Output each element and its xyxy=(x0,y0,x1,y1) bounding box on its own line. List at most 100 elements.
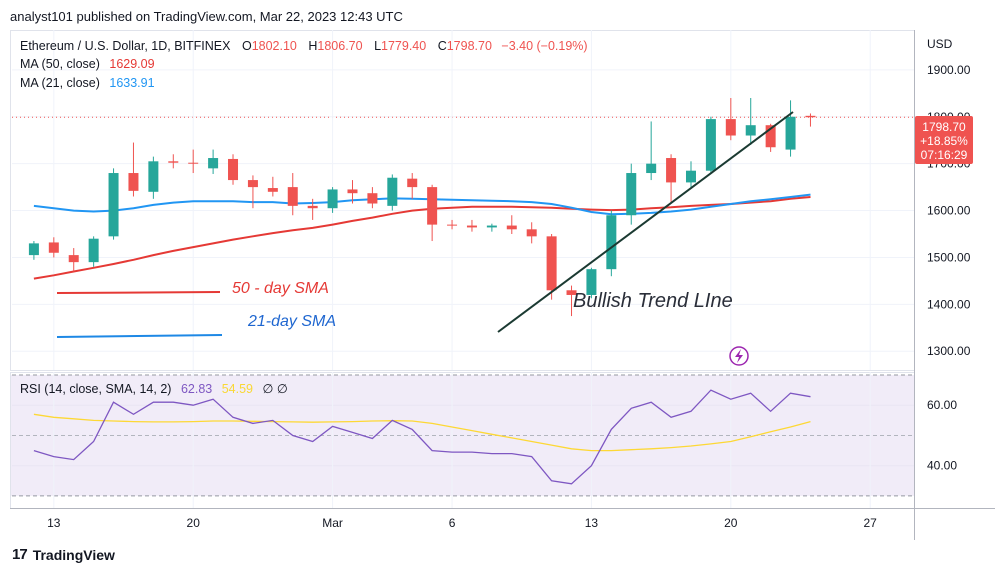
rsi-legend: RSI (14, close, SMA, 14, 2) 62.83 54.59 … xyxy=(20,381,290,396)
candle xyxy=(626,163,637,225)
rsi-tick-label: 40.00 xyxy=(927,459,957,473)
candle-body xyxy=(427,187,438,225)
candle xyxy=(128,142,139,197)
ma50-legend: MA (50, close) 1629.09 xyxy=(20,57,157,71)
candle xyxy=(48,237,59,258)
candle-body xyxy=(228,158,239,181)
rsi-series-line xyxy=(33,389,811,485)
candle-body xyxy=(148,161,159,192)
candle-body xyxy=(785,116,796,150)
candle-body xyxy=(705,119,716,171)
price-tick-label: 1300.00 xyxy=(927,344,971,358)
price-tag-change: +18.85% xyxy=(920,134,968,148)
high-value: 1806.70 xyxy=(317,39,363,53)
candle-body xyxy=(805,115,816,118)
sma21-annotation-line xyxy=(56,334,223,338)
candle xyxy=(208,149,219,174)
ma21-legend: MA (21, close) 1633.91 xyxy=(20,76,157,90)
time-tick-label: 20 xyxy=(724,516,738,530)
candle-body xyxy=(367,193,378,204)
rsi-tick-label: 60.00 xyxy=(927,398,957,412)
candle xyxy=(805,113,816,127)
candle xyxy=(108,168,119,240)
trend-annotation-label: Bullish Trend LIne xyxy=(573,290,733,312)
rsi-extra-icons: ∅ ∅ xyxy=(262,382,288,396)
candle-body xyxy=(666,158,677,183)
ma21-series-line xyxy=(33,193,811,216)
ma50-value: 1629.09 xyxy=(109,57,155,71)
candle xyxy=(407,173,418,199)
candle-body xyxy=(765,125,776,148)
change-value: −3.40 (−0.19%) xyxy=(501,39,588,53)
publish-header: analyst101 published on TradingView.com,… xyxy=(10,9,403,24)
high-label: H xyxy=(308,39,318,53)
candle xyxy=(367,187,378,209)
candle-body xyxy=(327,189,338,209)
candle xyxy=(646,121,657,181)
symbol-name: Ethereum / U.S. Dollar, 1D, BITFINEX xyxy=(20,39,231,53)
candle-body xyxy=(486,225,497,228)
price-tag-box xyxy=(915,116,973,164)
candle-body xyxy=(88,238,99,263)
candle-body xyxy=(447,224,458,226)
tradingview-logo[interactable]: 17 TradingView xyxy=(12,546,115,563)
candle xyxy=(725,98,736,141)
rsi-band-layer xyxy=(11,374,914,497)
candle-body xyxy=(626,173,637,216)
candle xyxy=(705,116,716,174)
candle xyxy=(447,219,458,230)
candle-body xyxy=(267,188,278,192)
price-tag-countdown: 07:16:29 xyxy=(921,148,968,162)
rsi-layer xyxy=(33,389,811,485)
candle-body xyxy=(287,187,298,206)
time-tick-label: 13 xyxy=(47,516,61,530)
candle-body xyxy=(407,178,418,188)
price-tag-price: 1798.70 xyxy=(922,120,966,134)
candle xyxy=(546,234,557,300)
rsi-label: RSI (14, close, SMA, 14, 2) xyxy=(20,382,172,396)
candle xyxy=(347,180,358,204)
candle xyxy=(228,154,239,185)
candle xyxy=(267,176,278,197)
candle xyxy=(387,174,398,211)
candle-body xyxy=(646,163,657,174)
candle xyxy=(168,154,179,169)
candle-body xyxy=(108,173,119,237)
time-tick-label: 20 xyxy=(187,516,201,530)
candle-body xyxy=(188,162,199,164)
rsi-sma-value: 54.59 xyxy=(221,382,253,396)
candle-layer xyxy=(28,98,816,317)
candle-body xyxy=(307,205,318,209)
candle xyxy=(466,219,477,232)
grid-layer xyxy=(12,30,914,508)
candle-body xyxy=(347,189,358,194)
candle xyxy=(88,236,99,267)
candle-body xyxy=(28,243,39,256)
time-tick-label: Mar xyxy=(322,516,343,530)
lightning-icon[interactable] xyxy=(729,346,749,366)
sma50-annotation-line xyxy=(56,291,221,294)
candle xyxy=(666,154,677,204)
candle-body xyxy=(745,125,756,136)
candle-body xyxy=(387,177,398,206)
ma50-label: MA (50, close) xyxy=(20,57,100,71)
open-label: O xyxy=(241,39,252,53)
candle-body xyxy=(506,225,517,230)
price-tick-label: 1600.00 xyxy=(927,204,971,218)
candle-body xyxy=(566,290,577,295)
rsi-value: 62.83 xyxy=(180,382,213,396)
candle xyxy=(247,175,258,209)
candle xyxy=(28,241,39,260)
candle-body xyxy=(526,229,537,237)
candle xyxy=(148,156,159,199)
candle-body xyxy=(546,236,557,291)
candle xyxy=(566,285,577,317)
candle-body xyxy=(586,269,597,295)
candle xyxy=(606,210,617,277)
close-label: C xyxy=(437,39,447,53)
candle-body xyxy=(725,119,736,136)
low-value: 1779.40 xyxy=(381,39,427,53)
price-tick-label: 1900.00 xyxy=(927,63,971,77)
candle xyxy=(785,100,796,157)
